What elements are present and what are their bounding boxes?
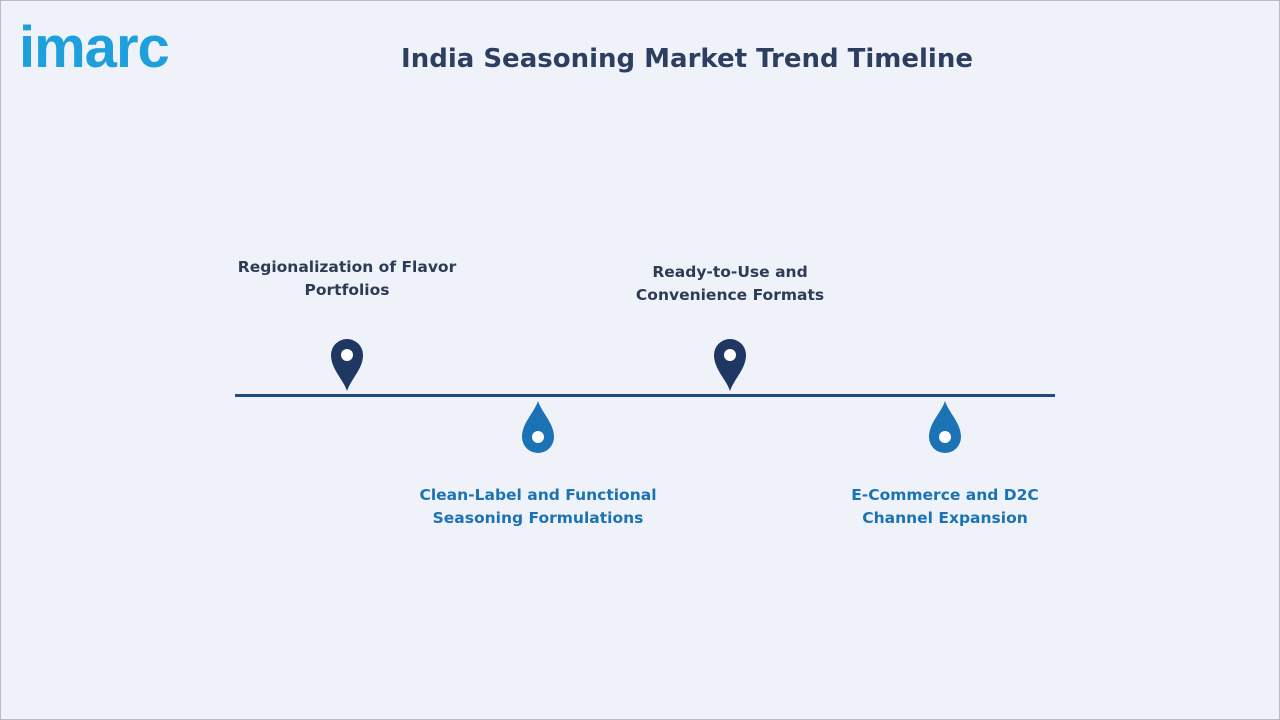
milestone-label: Regionalization of Flavor Portfolios [238, 256, 456, 302]
label-line: Portfolios [304, 281, 390, 299]
label-line: Seasoning Formulations [432, 509, 644, 527]
drop [929, 401, 961, 453]
pin [714, 339, 746, 391]
title: India Seasoning Market Trend Timeline [401, 44, 973, 74]
milestone-label: Clean-Label and Functional Seasoning For… [419, 484, 656, 530]
milestone-label: Ready-to-Use and Convenience Formats [636, 261, 824, 307]
pin [331, 339, 363, 391]
label-line: Clean-Label and Functional [419, 486, 657, 504]
label-line: Ready-to-Use and [652, 263, 808, 281]
label-line: Channel Expansion [862, 509, 1028, 527]
logo: imarc [19, 15, 170, 80]
label-line: Convenience Formats [635, 286, 825, 304]
drop [522, 401, 554, 453]
label-line: E-Commerce and D2C [851, 486, 1039, 504]
label-line: Regionalization of Flavor [237, 258, 457, 276]
milestone-label: E-Commerce and D2C Channel Expansion [851, 484, 1039, 530]
